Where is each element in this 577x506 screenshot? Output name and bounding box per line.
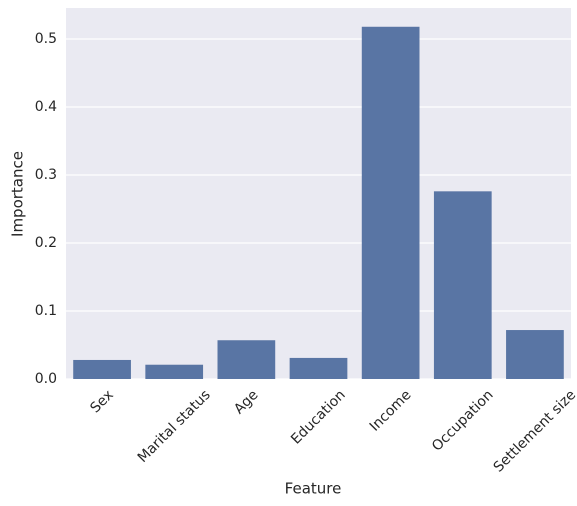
x-tick-label: Age: [231, 387, 261, 417]
y-tick-label: 0.4: [35, 99, 57, 115]
x-tick-label: Sex: [87, 387, 116, 416]
bar: [217, 340, 276, 379]
y-axis-label: Importance: [9, 151, 27, 237]
x-tick-label: Marital status: [135, 387, 214, 466]
x-tick-label: Income: [367, 387, 415, 435]
bar: [289, 357, 348, 379]
y-tick-label: 0.3: [35, 167, 57, 183]
y-tick-label: 0.2: [35, 235, 57, 251]
x-tick-label: Settlement size: [491, 387, 577, 476]
x-tick-label: Occupation: [429, 387, 497, 455]
bar: [361, 26, 420, 379]
bar: [145, 364, 204, 379]
x-axis-label: Feature: [285, 480, 342, 498]
bar: [433, 191, 492, 379]
y-tick-label: 0.5: [35, 31, 57, 47]
x-tick-label: Education: [288, 387, 349, 448]
y-tick-label: 0.0: [35, 371, 57, 387]
bar: [73, 359, 131, 379]
bar: [506, 330, 564, 379]
y-tick-label: 0.1: [35, 303, 57, 319]
plot-background: [66, 8, 571, 379]
